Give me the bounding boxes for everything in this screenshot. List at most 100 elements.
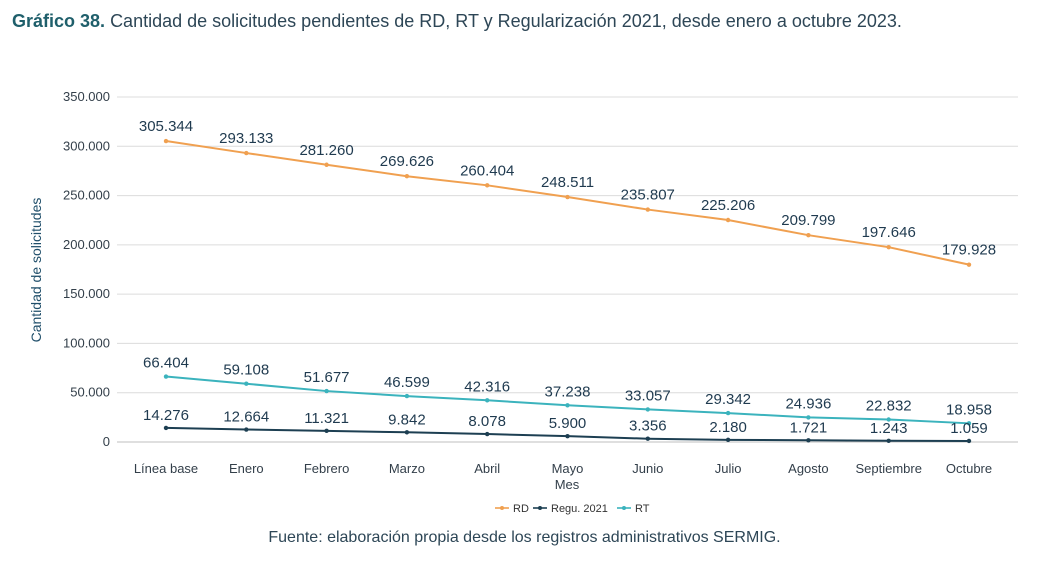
data-point [163, 374, 169, 379]
data-label: 293.133 [219, 130, 273, 147]
data-point [163, 138, 169, 144]
data-label: 235.807 [621, 187, 675, 204]
legend: RD Regu. 2021 RT [495, 503, 650, 515]
data-labels: 305.344 293.133 281.260 269.626 260.404 248.5… [139, 118, 996, 437]
data-point [886, 438, 891, 443]
data-label: 11.321 [304, 410, 349, 427]
data-label: 14.276 [143, 407, 189, 424]
y-axis-title: Cantidad de solicitudes [28, 198, 44, 343]
data-point [485, 398, 490, 403]
data-label: 1.721 [790, 419, 828, 436]
data-point [404, 393, 410, 399]
y-tick-label: 0 [103, 434, 110, 449]
data-label: 1.243 [870, 420, 908, 437]
data-label: 42.316 [464, 378, 510, 395]
y-tick-label: 250.000 [63, 188, 110, 203]
data-point [966, 262, 972, 267]
data-label: 269.626 [380, 153, 434, 170]
data-label: 305.344 [139, 118, 193, 135]
data-point [485, 183, 490, 188]
data-label: 51.677 [304, 369, 350, 386]
x-tick-label: Octubre [946, 461, 992, 476]
data-point [324, 428, 329, 434]
y-axis-ticks: 0 50.000 100.000 150.000 200.000 250.000 300.0… [63, 89, 110, 449]
data-point [244, 150, 249, 156]
chart-caption: Gráfico 38. Cantidad de solicitudes pend… [12, 10, 1037, 32]
data-point [565, 194, 570, 200]
y-tick-label: 350.000 [63, 89, 110, 104]
data-point [886, 244, 891, 250]
data-point [645, 407, 650, 412]
y-tick-label: 200.000 [63, 237, 110, 252]
x-tick-label: Marzo [389, 461, 425, 476]
data-label: 24.936 [785, 395, 831, 412]
y-tick-label: 150.000 [63, 286, 110, 301]
y-tick-label: 100.000 [63, 335, 110, 350]
data-label: 197.646 [862, 224, 916, 241]
data-point [725, 437, 731, 443]
data-point [806, 232, 811, 238]
data-label: 179.928 [942, 242, 996, 259]
x-tick-label: Línea base [134, 461, 198, 476]
data-label: 281.260 [299, 142, 353, 159]
data-point [806, 438, 811, 443]
data-point [725, 217, 731, 223]
x-tick-label: Mayo [552, 461, 584, 476]
x-tick-label: Septiembre [855, 461, 921, 476]
x-tick-label: Febrero [304, 461, 350, 476]
data-point [886, 417, 891, 422]
data-point [244, 381, 249, 386]
data-label: 66.404 [143, 355, 189, 372]
data-label: 22.832 [866, 397, 912, 414]
data-label: 248.511 [541, 174, 594, 191]
legend-label: RT [635, 503, 650, 515]
data-label: 12.664 [223, 409, 269, 426]
data-point [485, 431, 490, 437]
data-label: 209.799 [781, 212, 835, 229]
data-label: 5.900 [549, 415, 587, 432]
data-label: 8.078 [468, 413, 506, 430]
data-label: 9.842 [388, 411, 426, 428]
data-label: 18.958 [946, 401, 992, 418]
legend-label: RD [513, 503, 529, 515]
data-point [324, 162, 329, 167]
legend-marker [538, 506, 542, 510]
data-label: 260.404 [460, 162, 514, 179]
x-tick-label: Abril [474, 461, 500, 476]
data-point [725, 410, 731, 416]
data-point [404, 174, 410, 179]
x-axis-ticks: Línea base Enero Febrero Marzo Abril Mayo Juni… [134, 461, 992, 476]
data-point [565, 433, 570, 439]
data-point [806, 415, 811, 420]
x-axis-title: Mes [555, 477, 580, 492]
data-label: 29.342 [705, 391, 751, 408]
data-point [324, 388, 329, 394]
data-label: 37.238 [545, 383, 591, 400]
x-tick-label: Junio [632, 461, 663, 476]
data-point [244, 427, 249, 432]
data-label: 59.108 [223, 362, 269, 379]
gridlines [117, 96, 1018, 443]
data-point [645, 207, 650, 212]
data-point [404, 430, 410, 435]
data-point [966, 438, 972, 444]
legend-label: Regu. 2021 [551, 503, 608, 515]
series-points [163, 138, 972, 444]
x-tick-label: Julio [715, 461, 742, 476]
x-tick-label: Agosto [788, 461, 828, 476]
data-label: 46.599 [384, 374, 430, 391]
caption-text: Cantidad de solicitudes pendientes de RD… [110, 11, 902, 31]
source-note: Fuente: elaboración propia desde los reg… [268, 529, 781, 546]
data-point [966, 421, 972, 426]
data-point [163, 425, 169, 431]
caption-number: Gráfico 38. [12, 11, 106, 31]
data-label: 3.356 [629, 418, 667, 435]
series-line [165, 140, 970, 266]
legend-marker [622, 506, 626, 510]
data-label: 1.059 [950, 420, 988, 437]
y-tick-label: 50.000 [70, 385, 110, 400]
legend-marker [500, 506, 504, 510]
data-point [645, 436, 650, 441]
x-tick-label: Enero [229, 461, 264, 476]
